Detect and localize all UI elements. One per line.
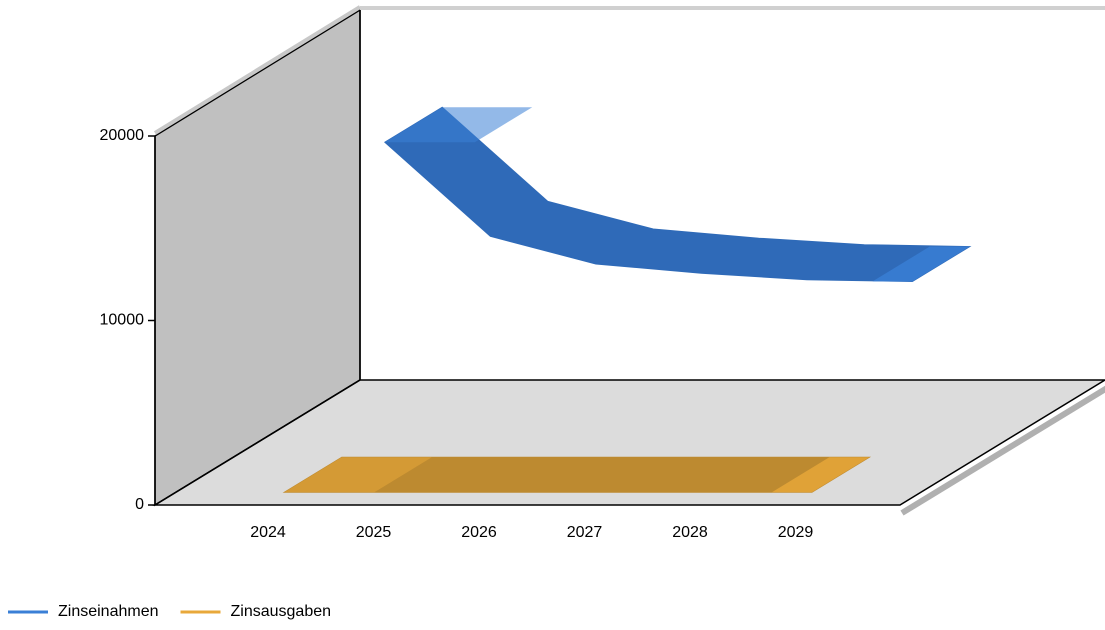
x-tick-label: 2025 bbox=[356, 524, 392, 541]
ribbon-end bbox=[771, 457, 870, 493]
floor-shadow bbox=[900, 385, 1105, 516]
x-tick-label: 2026 bbox=[461, 524, 497, 541]
y-tick-label: 10000 bbox=[100, 312, 145, 329]
x-tick-label: 2024 bbox=[250, 524, 286, 541]
y-tick-floor bbox=[154, 379, 361, 506]
x-tick-label: 2028 bbox=[672, 524, 708, 541]
legend-label: Zinsausgaben bbox=[231, 603, 332, 620]
x-tick-label: 2027 bbox=[567, 524, 603, 541]
y-tick-label: 20000 bbox=[100, 127, 145, 144]
ribbon-end bbox=[872, 246, 970, 282]
wall-shadow bbox=[153, 5, 362, 135]
legend-label: Zinseinahmen bbox=[58, 603, 159, 620]
x-tick-label: 2029 bbox=[778, 524, 814, 541]
y-tick-label: 0 bbox=[135, 496, 144, 513]
ribbon-start bbox=[284, 457, 432, 493]
ribbon-start bbox=[384, 107, 533, 143]
